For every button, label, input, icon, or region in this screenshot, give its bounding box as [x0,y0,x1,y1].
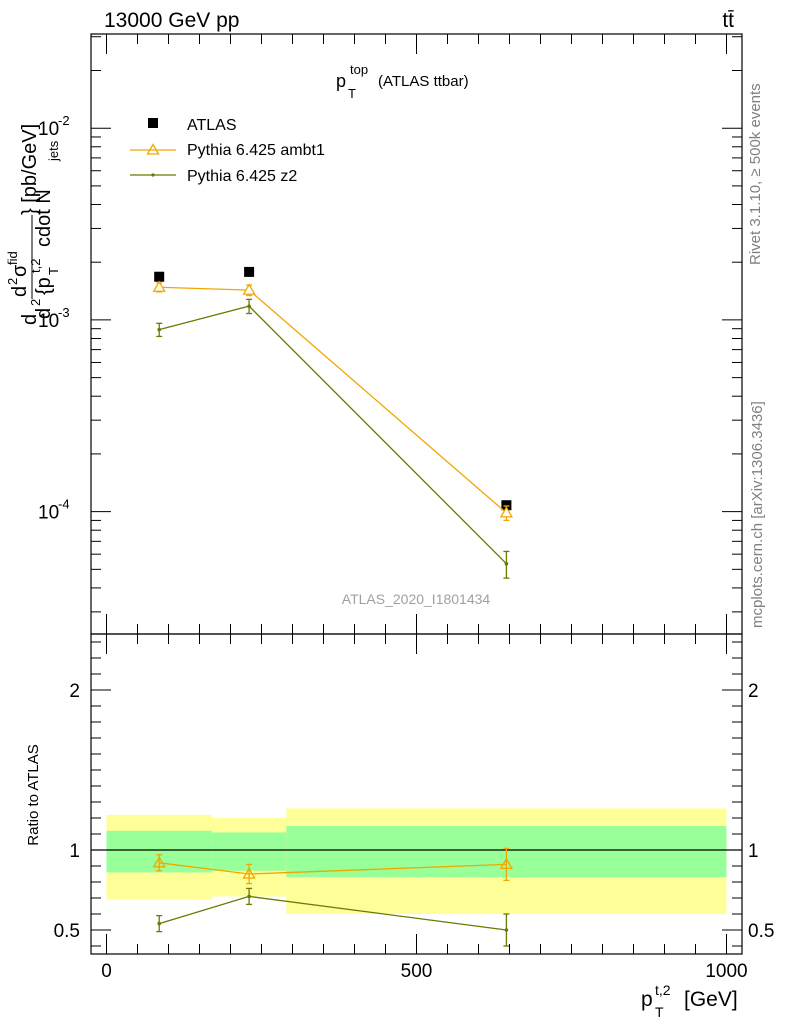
main-title: p top T (ATLAS ttbar) [336,62,469,101]
mcplots-reference-label: mcplots.cern.ch [arXiv:1306.3436] [749,401,766,628]
beam-energy-label: 13000 GeV pp [104,9,239,32]
data-point [154,271,165,282]
y-tick-label: 10-3 [38,305,70,332]
main-y-axis-title: d d 2 σ fid d 2 {p T t,2 cdot N jets } [… [5,124,61,325]
svg-text:[GeV]: [GeV] [684,988,738,1011]
ratio-y-tick-label: 1 [69,841,80,862]
svg-text:t,2: t,2 [655,982,671,998]
ratio-point [499,857,514,870]
legend: ATLAS Pythia 6.425 ambt1 Pythia 6.425 z2 [130,117,325,185]
svg-text:} [pb/GeV]: } [pb/GeV] [19,124,41,215]
y-tick-label: 10-4 [38,497,70,524]
ratio-series-pythia-6-425-z2 [156,887,510,947]
svg-text:T: T [655,1004,664,1020]
svg-text:-4: -4 [58,497,70,512]
x-tick-label: 500 [401,961,433,982]
series-atlas [154,266,512,511]
svg-text:Pythia 6.425 ambt1: Pythia 6.425 ambt1 [187,142,325,159]
svg-text:T: T [348,86,356,101]
svg-text:2: 2 [5,278,20,285]
legend-entry-z2: Pythia 6.425 z2 [130,168,297,185]
data-point [152,280,166,292]
data-point [242,283,256,295]
svg-text:10: 10 [38,503,59,524]
svg-text:10: 10 [38,311,59,332]
svg-text:cdot N: cdot N [33,189,55,247]
svg-text:{p: {p [33,277,55,295]
series-pythia-6-425-z2 [156,298,510,579]
svg-text:d: d [19,314,41,325]
data-point [504,561,509,566]
data-point [157,327,161,332]
ratio-series-pythia-6-425-ambt1 [152,847,514,885]
data-point [501,500,512,511]
rivet-version-label: Rivet 3.1.10, ≥ 500k events [747,83,764,265]
svg-text:-3: -3 [58,305,70,320]
ratio-point [242,867,256,879]
ratio-y-tick-label-right: 0.5 [748,921,774,942]
x-tick-label: 1000 [705,961,747,982]
series-line [159,305,507,565]
svg-text:fid: fid [5,251,20,265]
main-panel: 10-410-310-2 p top T (ATLAS ttbar) ATLAS… [5,33,743,635]
series-pythia-6-425-ambt1 [152,280,514,522]
svg-text:p: p [336,71,346,91]
svg-text:t,2: t,2 [28,259,43,273]
svg-text:d: d [33,308,55,319]
legend-entry-atlas: ATLAS [148,117,237,134]
ratio-y-tick-label: 0.5 [54,921,80,942]
ratio-point [247,894,251,899]
legend-entry-ambt1: Pythia 6.425 ambt1 [130,142,325,159]
analysis-id-label: ATLAS_2020_I1801434 [342,591,491,607]
svg-text:2: 2 [28,299,43,306]
data-point [244,266,255,277]
data-point [247,304,251,308]
series-line [159,286,507,514]
ratio-y-tick-label: 2 [69,681,80,702]
ratio-y-tick-label-right: 1 [748,841,759,862]
y-tick-label: 10-2 [38,113,70,140]
ratio-y-tick-label-right: 2 [748,681,759,702]
data-point [499,506,514,518]
svg-text:T: T [46,267,61,275]
ratio-y-axis-title: Ratio to ATLAS [25,744,42,845]
svg-text:top: top [350,62,368,77]
ratio-point [504,928,509,932]
svg-text:Pythia 6.425 z2: Pythia 6.425 z2 [187,168,297,185]
svg-text:σ: σ [9,264,31,277]
svg-text:-2: -2 [58,113,70,128]
ratio-point [152,856,166,868]
svg-text:p: p [641,988,653,1011]
process-label: tt̄ [722,9,734,32]
svg-text:jets: jets [46,140,61,162]
ratio-panel: 0.5 0.5 1 1 2 2 0 500 1000 Ratio to ATLAS p T t,… [25,633,774,1020]
ratio-point [157,921,161,926]
svg-text:d: d [9,286,31,297]
svg-text:ATLAS: ATLAS [187,117,237,134]
svg-text:10: 10 [38,119,59,140]
svg-text:(ATLAS ttbar): (ATLAS ttbar) [378,73,469,90]
x-tick-label: 0 [101,961,112,982]
x-axis-title: p T t,2 [GeV] [641,982,738,1020]
